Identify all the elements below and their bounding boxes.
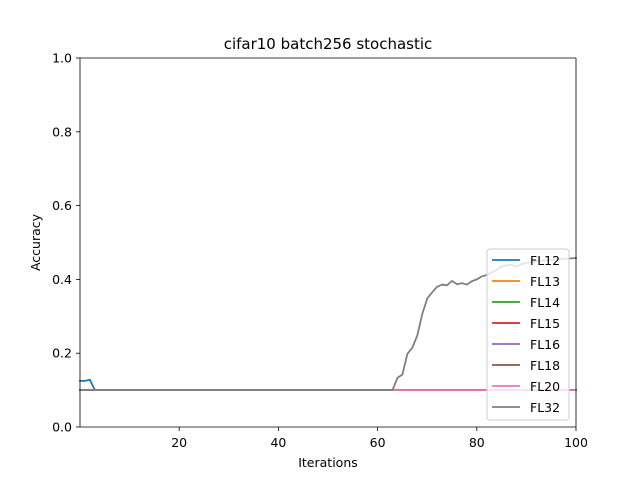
legend-label: FL20 [530,379,560,394]
legend-label: FL18 [530,358,560,373]
x-ticks: 20 40 60 80 100 [171,427,588,450]
y-ticks: 0.0 0.2 0.4 0.6 0.8 1.0 [52,51,80,435]
x-tick-label: 60 [370,435,386,450]
y-axis-label: Accuracy [28,213,43,271]
x-tick-label: 100 [564,435,588,450]
legend-label: FL12 [530,253,560,268]
legend-label: FL32 [530,400,560,415]
legend-label: FL13 [530,274,560,289]
y-tick-label: 1.0 [52,51,72,66]
legend: FL12 FL13 FL14 FL15 FL16 FL18 FL20 FL32 [486,248,570,421]
y-tick-label: 0.4 [52,272,72,287]
axes-frame [79,57,577,428]
legend-box [486,248,570,421]
y-tick-label: 0.8 [52,124,72,139]
y-tick-label: 0.2 [52,346,72,361]
chart-title: cifar10 batch256 stochastic [224,35,433,53]
legend-label: FL15 [530,316,560,331]
x-axis-label: Iterations [298,455,358,470]
legend-label: FL14 [530,295,560,310]
legend-label: FL16 [530,337,560,352]
x-tick-label: 20 [171,435,187,450]
x-tick-label: 40 [270,435,286,450]
y-tick-label: 0.6 [52,198,72,213]
y-tick-label: 0.0 [52,420,72,435]
x-tick-label: 80 [469,435,485,450]
